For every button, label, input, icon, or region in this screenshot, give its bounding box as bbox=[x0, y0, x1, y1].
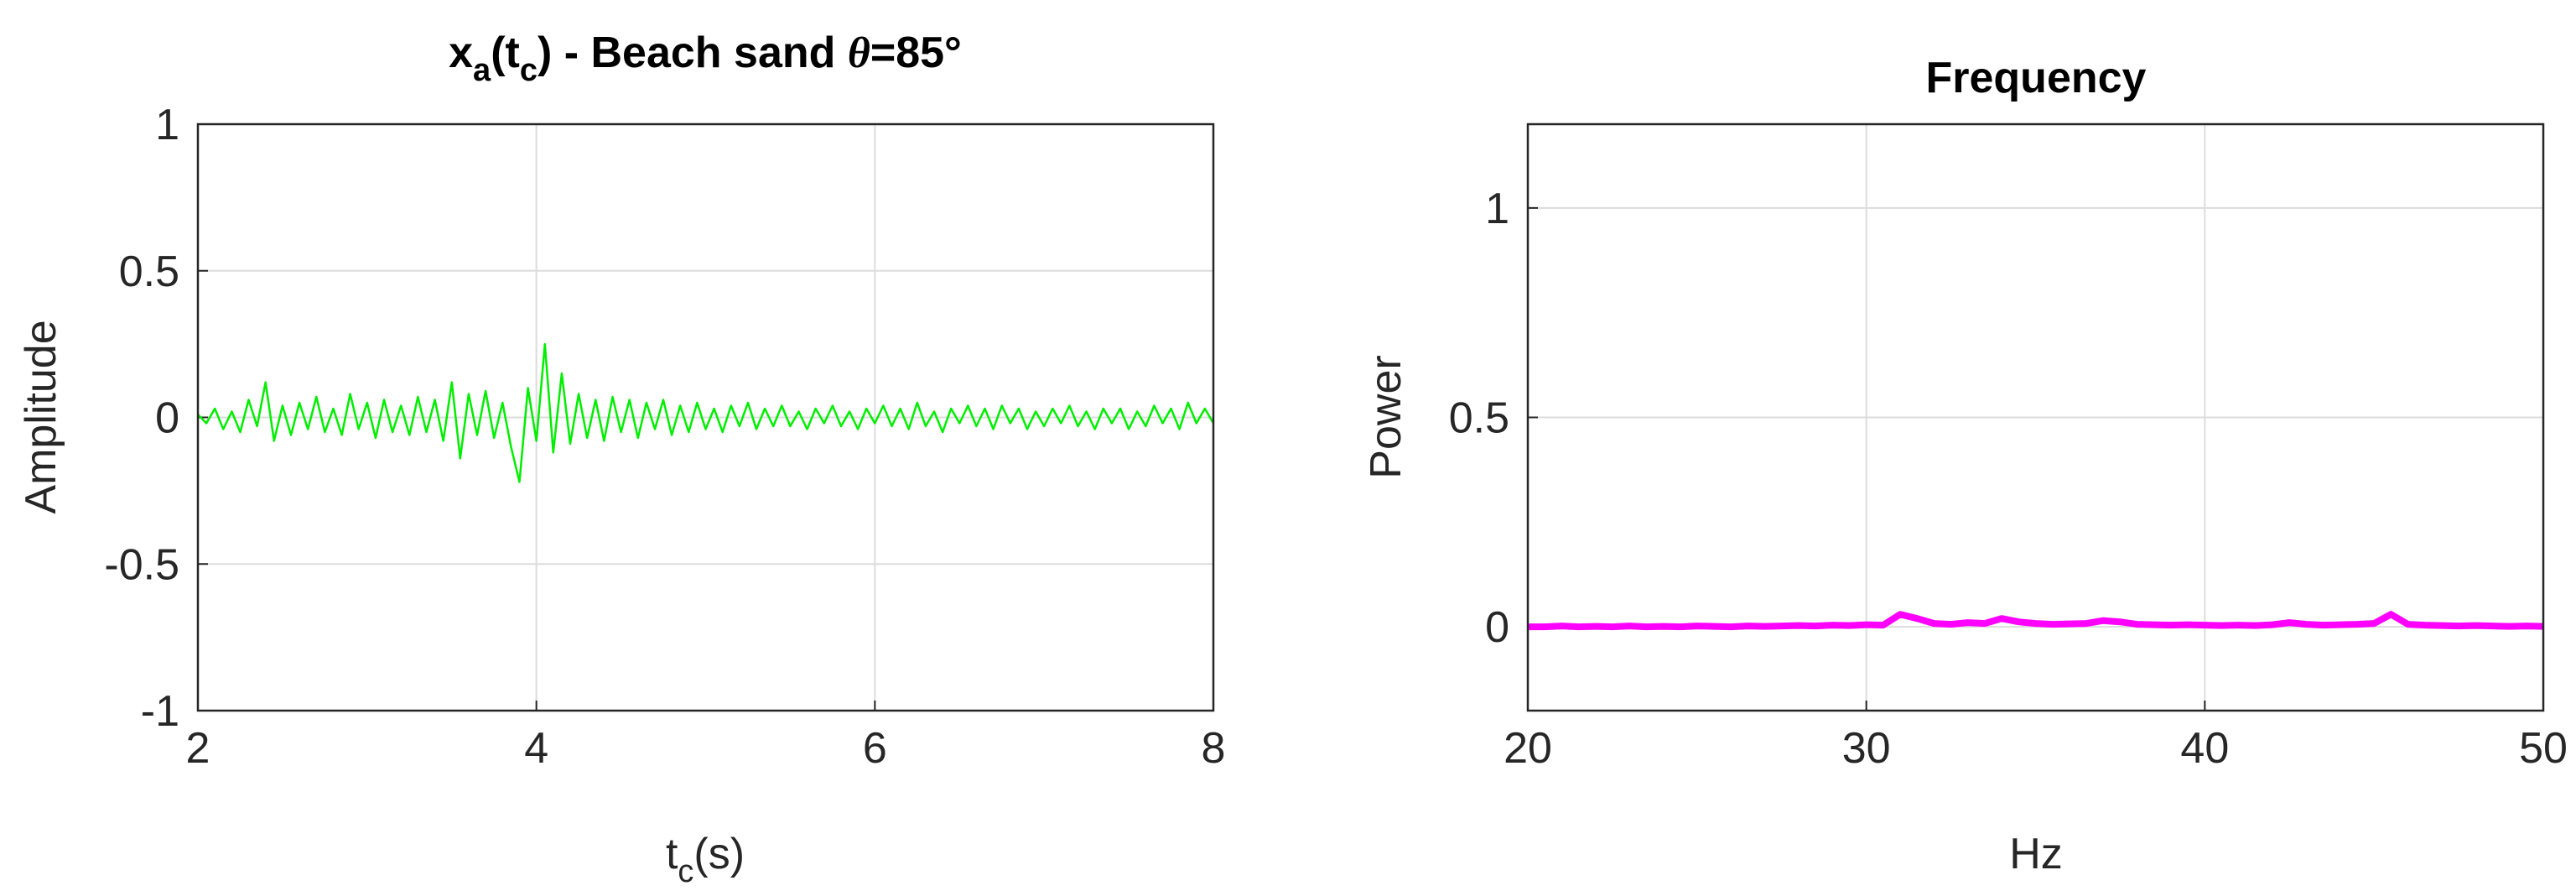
y-axis-label: Power bbox=[1362, 355, 1410, 478]
title-part: (t bbox=[491, 29, 520, 77]
title-part: x bbox=[449, 29, 473, 77]
y-tick-label: 1 bbox=[155, 101, 179, 149]
x-tick-label: 6 bbox=[863, 724, 887, 773]
x-tick-label: 2 bbox=[186, 724, 210, 773]
x-tick-label: 50 bbox=[2519, 724, 2568, 773]
y-tick-label: 1 bbox=[1485, 185, 1509, 233]
y-tick-label: -0.5 bbox=[104, 540, 179, 589]
y-tick-label: 0 bbox=[1485, 603, 1509, 652]
x-tick-label: 30 bbox=[1842, 724, 1891, 773]
x-axis-label: tc(s) bbox=[666, 830, 745, 889]
title-symbol: θ bbox=[848, 29, 870, 77]
chart-title: Frequency bbox=[1926, 54, 2147, 102]
x-tick-label: 8 bbox=[1202, 724, 1226, 773]
label-part: t bbox=[666, 830, 678, 878]
y-tick-label: 0.5 bbox=[1449, 394, 1509, 443]
x-tick-label: 20 bbox=[1504, 724, 1552, 773]
y-tick-label: -1 bbox=[141, 687, 179, 736]
title-part: =85° bbox=[870, 29, 962, 77]
data-line bbox=[197, 342, 1215, 483]
y-tick-label: 0 bbox=[155, 394, 179, 443]
axes-box bbox=[1526, 122, 2545, 712]
title-subscript: a bbox=[473, 53, 491, 88]
axes-box bbox=[196, 122, 1215, 712]
label-part: (s) bbox=[693, 830, 745, 878]
title-subscript: c bbox=[520, 53, 538, 88]
chart-title: xa(tc) - Beach sand θ=85° bbox=[449, 29, 962, 88]
title-part: ) - Beach sand bbox=[538, 29, 848, 77]
data-line bbox=[1528, 611, 2544, 631]
y-tick-label: 0.5 bbox=[119, 248, 179, 296]
label-subscript: c bbox=[678, 854, 693, 889]
x-axis-label: Hz bbox=[2009, 830, 2063, 878]
x-tick-label: 40 bbox=[2180, 724, 2229, 773]
y-axis-label: Amplitude bbox=[17, 320, 65, 513]
x-tick-label: 4 bbox=[524, 724, 548, 773]
